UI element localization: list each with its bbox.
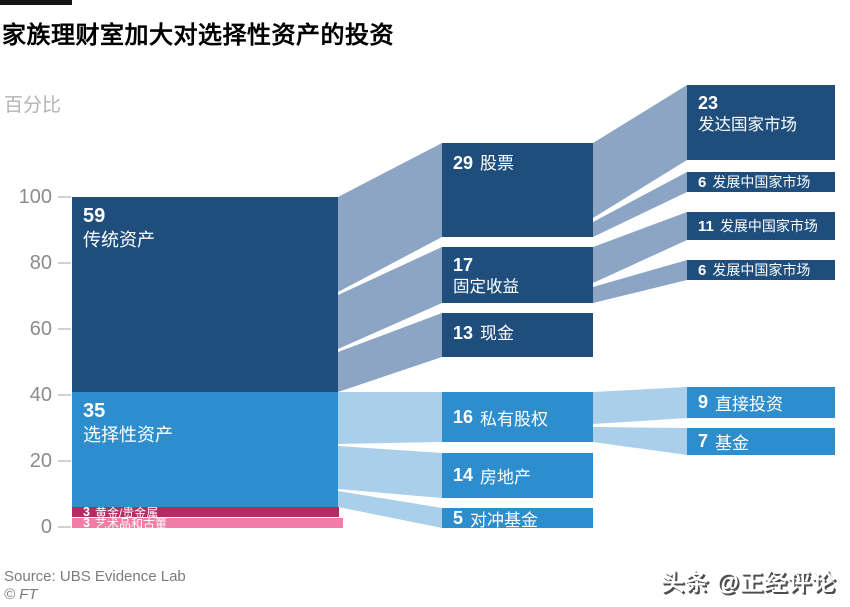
node-value: 16 <box>453 406 474 427</box>
flow-equities-to-developed <box>593 85 687 218</box>
node-gold-precious-metals: 3 黄金/贵金属 <box>72 505 339 520</box>
watermark: 头条 @正经评论 <box>661 569 836 595</box>
node-value: 23 <box>698 93 719 113</box>
node-developing-markets-2: 11 发展中国家市场 <box>687 212 835 240</box>
node-value: 5 <box>453 507 464 528</box>
node-label: 私有股权 <box>480 409 549 429</box>
node-label: 发展中国家市场 <box>712 262 811 278</box>
node-label: 传统资产 <box>83 230 155 250</box>
flow-private-equity-to-funds <box>593 427 687 455</box>
node-value: 11 <box>698 217 714 235</box>
title-accent-bar <box>0 0 72 5</box>
node-hedge-funds: 5 对冲基金 <box>442 507 593 530</box>
node-label: 发展中国家市场 <box>712 174 811 190</box>
node-equities: 29 股票 <box>442 143 593 237</box>
flow-alternative-to-private-equity <box>338 392 442 444</box>
node-label: 直接投资 <box>715 395 784 414</box>
node-direct-investment: 9 直接投资 <box>687 387 835 418</box>
node-label: 股票 <box>480 154 515 173</box>
y-axis-tick-mark <box>58 262 71 264</box>
y-axis-tick-label: 100 <box>18 186 52 208</box>
node-art-antiques: 3 艺术品和古董 <box>72 516 343 531</box>
node-value: 3 <box>83 505 90 519</box>
source-credit: Source: UBS Evidence Lab <box>4 568 186 585</box>
node-label: 黄金/贵金属 <box>94 505 159 520</box>
node-value: 7 <box>698 431 709 451</box>
node-label: 房地产 <box>480 468 532 487</box>
y-axis-tick-label: 40 <box>29 384 52 406</box>
node-value: 13 <box>453 323 474 343</box>
flow-traditional-to-cash <box>338 313 442 392</box>
axis-unit-label: 百分比 <box>4 95 62 116</box>
node-private-equity: 16 私有股权 <box>442 392 593 442</box>
node-label: 固定收益 <box>453 277 519 296</box>
flow-equities-to-developing <box>593 172 687 237</box>
node-value: 59 <box>83 205 106 227</box>
y-axis-tick-mark <box>58 328 71 330</box>
copyright-ft: © FT <box>4 586 38 603</box>
node-label: 发展中国家市场 <box>719 218 818 234</box>
y-axis-tick-mark <box>58 394 71 396</box>
flow-private-equity-to-direct <box>593 387 687 424</box>
node-value: 6 <box>698 173 707 191</box>
node-funds: 7 基金 <box>687 428 835 455</box>
node-developing-markets-3: 6 发展中国家市场 <box>687 260 835 280</box>
node-label: 艺术品和古董 <box>94 516 167 531</box>
node-alternative: 35 选择性资产 <box>72 392 338 507</box>
flow-fixed-income-to-developing-11 <box>593 212 687 283</box>
flow-fixed-income-to-developing-6 <box>593 260 687 303</box>
node-developing-markets-1: 6 发展中国家市场 <box>687 172 835 192</box>
y-axis-tick-label: 60 <box>29 318 52 340</box>
node-value: 6 <box>698 261 707 279</box>
node-value: 17 <box>453 255 474 275</box>
y-axis-tick-label: 0 <box>40 516 52 538</box>
flow-alternative-to-real-estate <box>338 446 442 498</box>
flow-traditional-to-fixed-income <box>338 247 442 349</box>
node-label: 对冲基金 <box>470 510 539 530</box>
node-value: 14 <box>453 465 474 485</box>
node-fixed-income: 17 固定收益 <box>442 247 593 303</box>
node-label: 现金 <box>480 324 515 343</box>
y-axis-tick-label: 80 <box>29 252 52 274</box>
y-axis-tick-mark <box>58 196 71 198</box>
y-axis-tick-mark <box>58 460 71 462</box>
node-value: 35 <box>83 400 106 422</box>
node-developed-markets: 23 发达国家市场 <box>687 85 835 160</box>
node-label: 发达国家市场 <box>698 115 797 134</box>
flow-traditional-to-equities <box>338 143 442 292</box>
node-cash: 13 现金 <box>442 313 593 357</box>
node-label: 基金 <box>715 434 750 453</box>
y-axis-tick-label: 20 <box>29 450 52 472</box>
node-value: 29 <box>453 153 474 173</box>
node-real-estate: 14 房地产 <box>442 453 593 498</box>
node-value: 3 <box>83 516 90 530</box>
node-value: 9 <box>698 392 709 412</box>
y-axis-tick-mark <box>58 526 71 528</box>
node-traditional: 59 传统资产 <box>72 197 338 392</box>
flow-alternative-to-hedge-funds <box>338 491 442 528</box>
node-label: 选择性资产 <box>83 425 173 445</box>
page-title: 家族理财室加大对选择性资产的投资 <box>2 22 394 49</box>
